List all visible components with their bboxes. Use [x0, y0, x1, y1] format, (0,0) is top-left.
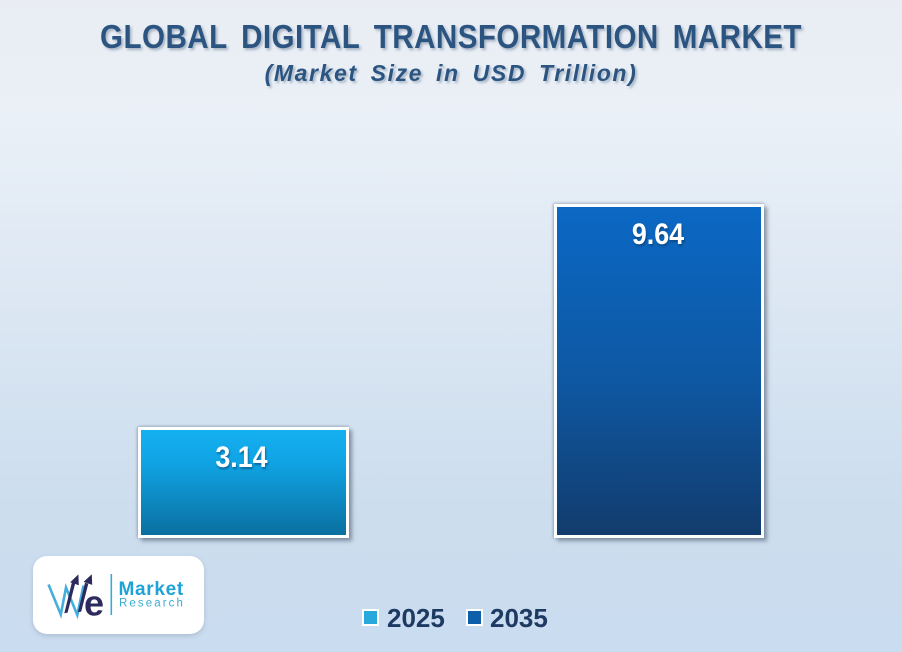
svg-text:Market: Market [119, 579, 184, 600]
svg-text:e: e [84, 583, 104, 624]
svg-text:Research: Research [119, 598, 185, 610]
